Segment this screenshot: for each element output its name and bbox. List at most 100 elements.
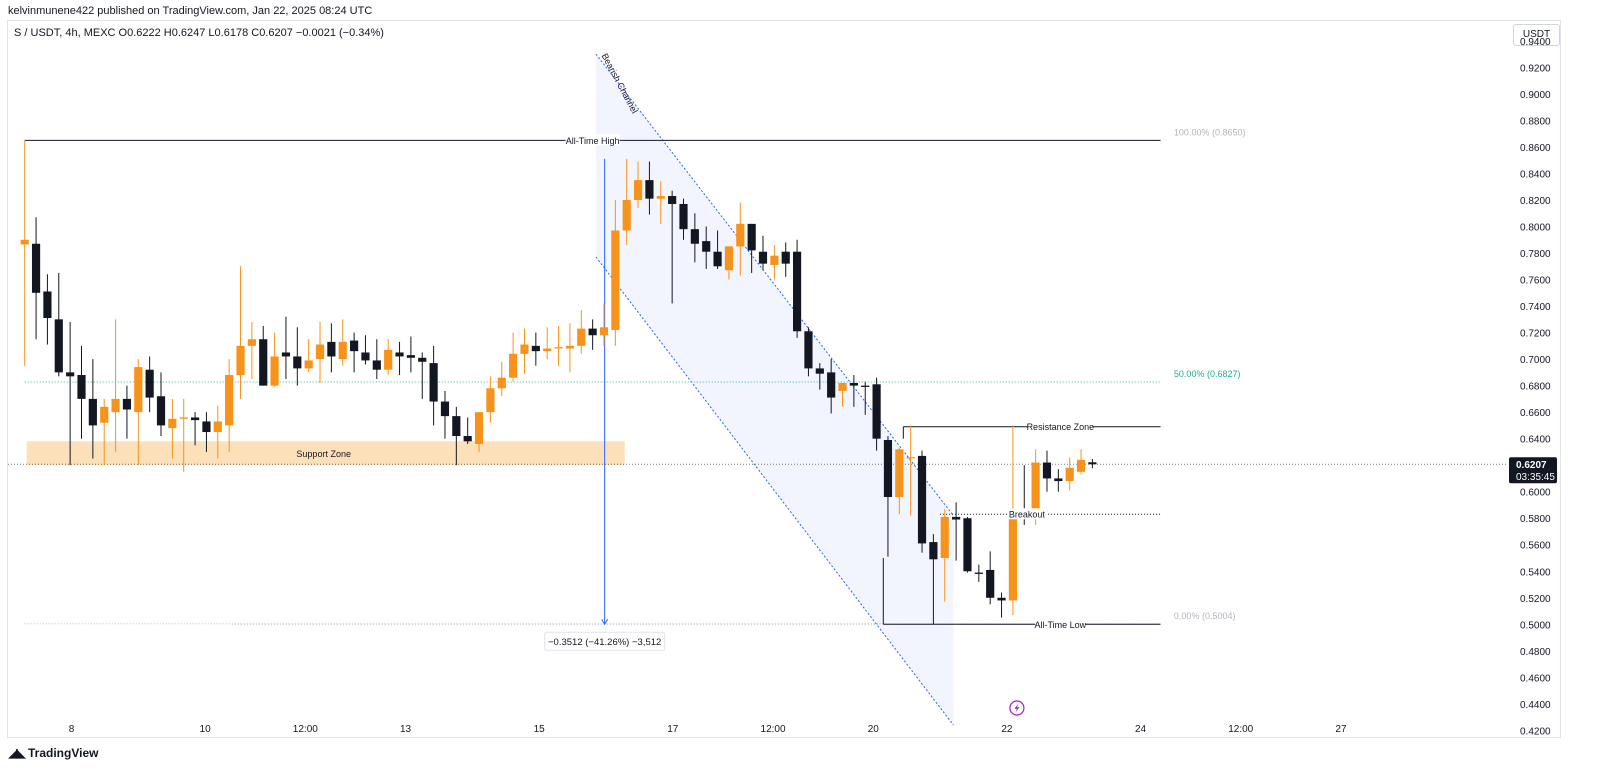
candle-body	[1065, 467, 1074, 482]
candle-body	[917, 455, 927, 544]
candle-body	[440, 401, 450, 417]
candle-body	[633, 180, 643, 200]
candle-body	[54, 319, 63, 373]
symbol-legend: S / USDT, 4h, MEXC O0.6222 H0.6247 L0.61…	[14, 27, 384, 39]
candle-body	[645, 180, 654, 199]
price-tick-label: 0.4400	[1520, 700, 1551, 711]
candle-body	[577, 328, 586, 346]
candle-body	[747, 223, 756, 251]
candle-body	[758, 251, 768, 264]
candle-body	[259, 339, 268, 386]
candle-body	[1076, 459, 1086, 472]
price-tick-label: 0.4600	[1520, 673, 1551, 684]
candle-body	[986, 569, 995, 598]
price-tick-label: 0.5000	[1520, 620, 1551, 631]
time-tick-label: 15	[534, 724, 546, 735]
zones-layer	[26, 441, 625, 466]
tradingview-logo[interactable]: ◢◣ TradingView	[8, 745, 98, 761]
price-tick-label: 0.8200	[1520, 196, 1551, 207]
time-axis[interactable]: 8 10 12:00 13 15 17 12:00 20 22 24 12:00 27	[69, 724, 1347, 735]
candle-body	[940, 516, 949, 558]
price-tick-label: 0.6000	[1520, 488, 1551, 499]
candle-body	[463, 436, 472, 442]
price-axis[interactable]: 0.9400 0.9200 0.9000 0.8800 0.8600 0.8400 0.82…	[1509, 37, 1557, 737]
price-tick-label: 0.9200	[1520, 63, 1551, 74]
candle-body	[202, 421, 211, 433]
price-tick-label: 0.6400	[1520, 435, 1551, 446]
price-tick-label: 0.5800	[1520, 514, 1551, 525]
candle-body	[111, 398, 120, 413]
candle-body	[122, 398, 132, 410]
candle-body	[668, 196, 677, 204]
time-tick-label: 22	[1001, 724, 1013, 735]
candle-body	[792, 251, 802, 332]
support-zone-band	[26, 441, 625, 466]
price-tick-label: 0.7600	[1520, 276, 1551, 287]
all-time-high-label-bg	[565, 134, 620, 146]
candle-body	[66, 372, 75, 377]
candle-body	[1042, 462, 1052, 479]
candle-body	[225, 375, 234, 426]
price-tick-label: 0.7200	[1520, 329, 1551, 340]
candle-body	[1008, 508, 1017, 601]
candle-body	[611, 230, 620, 330]
candle-body	[895, 449, 904, 498]
time-tick-label: 24	[1135, 724, 1147, 735]
candle-body	[327, 341, 336, 357]
candles-layer	[20, 140, 1097, 625]
time-tick-label: 12:00	[293, 724, 318, 735]
candle-body	[713, 251, 722, 267]
measure-label: −0.3512 (−41.26%) −3,512	[548, 637, 661, 648]
price-tick-label: 0.8000	[1520, 223, 1551, 234]
candle-body	[384, 349, 393, 370]
candle-body	[418, 357, 427, 362]
measure-arrow-head	[601, 619, 609, 626]
candle-body	[293, 356, 302, 369]
last-price-value: 0.6207	[1516, 460, 1547, 471]
publisher-line: kelvinmunene422 published on TradingView…	[8, 5, 373, 17]
price-tick-label: 0.9400	[1520, 37, 1551, 48]
candle-body	[599, 327, 609, 336]
price-tick-label: 0.6600	[1520, 408, 1551, 419]
candle-body	[43, 291, 52, 319]
all-time-low-label: All-Time Low	[1034, 620, 1086, 630]
time-tick-label: 27	[1335, 724, 1347, 735]
time-tick-label: 12:00	[761, 724, 786, 735]
chart-frame	[7, 20, 1561, 738]
candle-body	[827, 372, 836, 398]
candle-body	[929, 542, 938, 560]
candle-body	[565, 345, 575, 349]
candle-body	[861, 385, 870, 387]
candle-body	[815, 368, 824, 374]
candle-body	[395, 352, 404, 357]
candle-body	[247, 339, 256, 346]
candle-body	[543, 348, 552, 352]
resistance-zone-label-bg	[1028, 420, 1093, 432]
candle-body	[1054, 478, 1063, 482]
candle-body	[452, 416, 461, 437]
price-tick-label: 0.4800	[1520, 647, 1551, 658]
fib-level-label: 0.00% (0.5004)	[1174, 611, 1236, 621]
candle-body	[486, 388, 495, 413]
candle-body	[963, 518, 972, 572]
candle-body	[315, 344, 325, 360]
time-tick-label: 20	[868, 724, 880, 735]
price-tick-label: 0.4200	[1520, 726, 1551, 737]
time-tick-label: 12:00	[1228, 724, 1253, 735]
all-time-high-label: All-Time High	[566, 136, 620, 146]
candle-body	[1031, 462, 1040, 513]
last-price-tag	[1509, 457, 1557, 484]
price-tick-label: 0.6800	[1520, 382, 1551, 393]
candle-body	[179, 417, 188, 419]
candle-body	[872, 384, 881, 439]
breakout-label-bg	[1007, 508, 1046, 520]
candle-body	[679, 203, 688, 230]
currency-button[interactable]: USDT	[1513, 24, 1560, 46]
tradingview-logo-text: TradingView	[28, 746, 99, 760]
candle-body	[406, 355, 415, 358]
candle-body	[270, 356, 279, 386]
candle-body	[145, 369, 154, 398]
channel-upper-line	[595, 53, 954, 516]
all-time-low-label-bg	[1035, 618, 1086, 630]
